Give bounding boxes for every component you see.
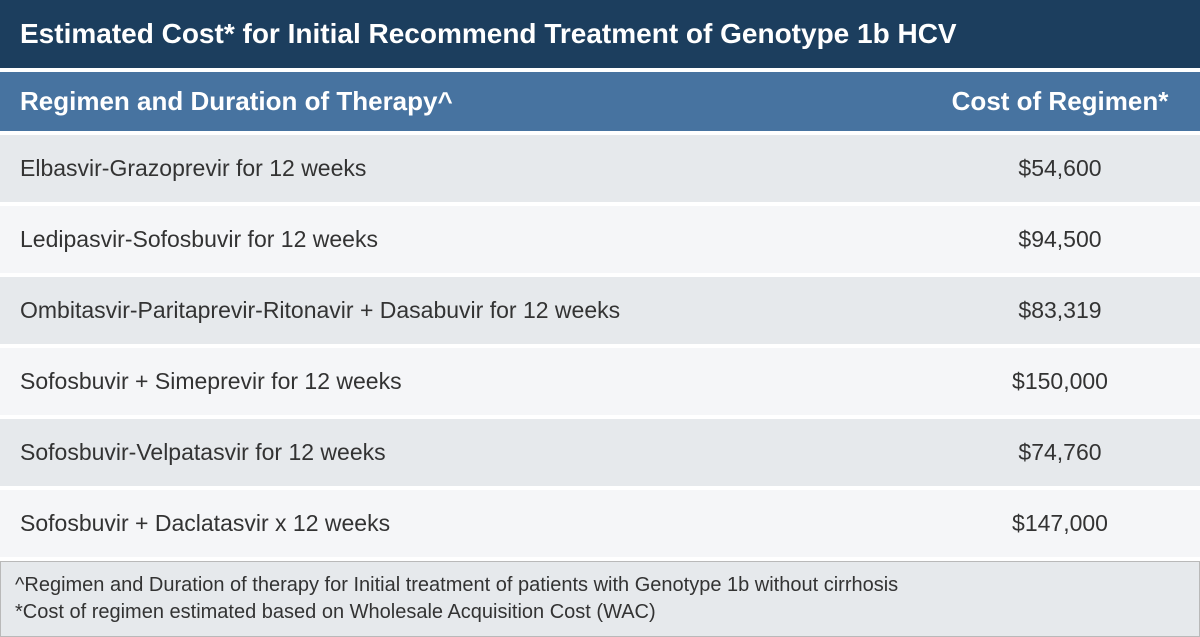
cell-cost: $74,760 <box>920 419 1200 486</box>
table-row: Sofosbuvir + Simeprevir for 12 weeks $15… <box>0 348 1200 419</box>
header-regimen: Regimen and Duration of Therapy^ <box>0 72 920 131</box>
table-row: Sofosbuvir + Daclatasvir x 12 weeks $147… <box>0 490 1200 561</box>
cell-cost: $94,500 <box>920 206 1200 273</box>
table-row: Ombitasvir-Paritaprevir-Ritonavir + Dasa… <box>0 277 1200 348</box>
table-title: Estimated Cost* for Initial Recommend Tr… <box>0 0 1200 72</box>
table-row: Elbasvir-Grazoprevir for 12 weeks $54,60… <box>0 135 1200 206</box>
footnote-line: *Cost of regimen estimated based on Whol… <box>15 599 1185 626</box>
cell-regimen: Ledipasvir-Sofosbuvir for 12 weeks <box>0 206 920 273</box>
footnote-line: ^Regimen and Duration of therapy for Ini… <box>15 572 1185 599</box>
table-footnote: ^Regimen and Duration of therapy for Ini… <box>0 561 1200 637</box>
cell-cost: $147,000 <box>920 490 1200 557</box>
cell-regimen: Ombitasvir-Paritaprevir-Ritonavir + Dasa… <box>0 277 920 344</box>
header-cost: Cost of Regimen* <box>920 72 1200 131</box>
cell-cost: $54,600 <box>920 135 1200 202</box>
cell-cost: $150,000 <box>920 348 1200 415</box>
cell-regimen: Sofosbuvir + Simeprevir for 12 weeks <box>0 348 920 415</box>
cell-regimen: Sofosbuvir + Daclatasvir x 12 weeks <box>0 490 920 557</box>
cell-regimen: Sofosbuvir-Velpatasvir for 12 weeks <box>0 419 920 486</box>
cell-regimen: Elbasvir-Grazoprevir for 12 weeks <box>0 135 920 202</box>
table-header-row: Regimen and Duration of Therapy^ Cost of… <box>0 72 1200 135</box>
table-row: Ledipasvir-Sofosbuvir for 12 weeks $94,5… <box>0 206 1200 277</box>
cost-table: Estimated Cost* for Initial Recommend Tr… <box>0 0 1200 637</box>
cell-cost: $83,319 <box>920 277 1200 344</box>
table-row: Sofosbuvir-Velpatasvir for 12 weeks $74,… <box>0 419 1200 490</box>
